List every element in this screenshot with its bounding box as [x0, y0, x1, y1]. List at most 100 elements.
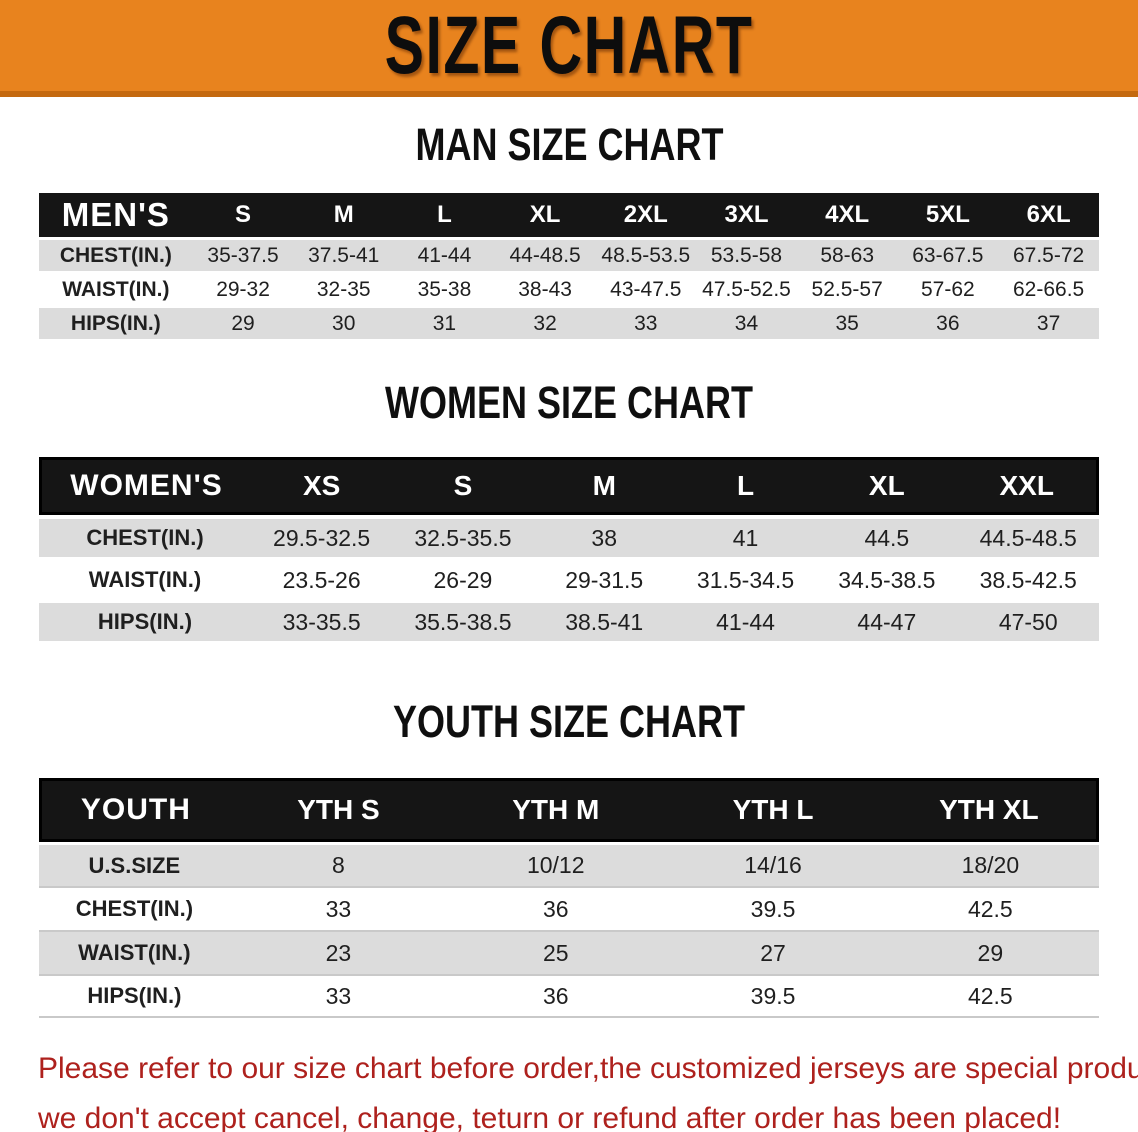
women-section-heading: WOMEN SIZE CHART: [0, 377, 1138, 429]
size-value: 47.5-52.5: [696, 271, 797, 305]
size-value: 41: [674, 515, 817, 557]
row-label: CHEST(IN.): [39, 515, 251, 557]
size-value: 29: [881, 930, 1099, 974]
youth-size-col-header: YTH XL: [881, 778, 1099, 842]
row-label: CHEST(IN.): [39, 886, 230, 930]
size-value: 63-67.5: [897, 237, 999, 271]
size-value: 10/12: [447, 842, 665, 886]
size-value: 31: [394, 305, 495, 339]
size-value: 37: [998, 305, 1099, 339]
men-waist-row: WAIST(IN.) 29-32 32-35 35-38 38-43 43-47…: [39, 271, 1099, 305]
size-value: 8: [229, 842, 448, 886]
size-value: 25: [447, 930, 665, 974]
men-size-col-header: 6XL: [998, 193, 1099, 237]
women-size-col-header: XS: [250, 457, 393, 515]
women-table-header-row: WOMEN'S XS S M L XL XXL: [39, 457, 1099, 515]
size-value: 36: [447, 886, 665, 930]
youth-size-col-header: YTH L: [664, 778, 882, 842]
size-value: 26-29: [392, 557, 534, 599]
size-value: 31.5-34.5: [674, 557, 817, 599]
women-table-label: WOMEN'S: [39, 457, 251, 515]
women-size-col-header: S: [392, 457, 534, 515]
size-value: 36: [897, 305, 999, 339]
size-value: 35: [796, 305, 898, 339]
women-hips-row: HIPS(IN.) 33-35.5 35.5-38.5 38.5-41 41-4…: [39, 599, 1099, 641]
size-value: 38: [533, 515, 675, 557]
size-value: 29-32: [192, 271, 294, 305]
size-value: 29.5-32.5: [250, 515, 393, 557]
size-value: 52.5-57: [796, 271, 898, 305]
women-heading-text: WOMEN SIZE CHART: [384, 377, 753, 428]
youth-size-col-header: YTH S: [229, 778, 448, 842]
size-value: 30: [293, 305, 395, 339]
size-value: 23: [229, 930, 448, 974]
men-size-col-header: 4XL: [796, 193, 898, 237]
men-heading-text: MAN SIZE CHART: [414, 119, 723, 170]
youth-hips-row: HIPS(IN.) 33 36 39.5 42.5: [39, 974, 1099, 1018]
men-table-header-row: MEN'S S M L XL 2XL 3XL 4XL 5XL 6XL: [39, 193, 1099, 237]
men-size-col-header: L: [394, 193, 495, 237]
size-value: 41-44: [674, 599, 817, 641]
row-label: WAIST(IN.): [39, 271, 193, 305]
size-value: 53.5-58: [696, 237, 797, 271]
size-value: 27: [664, 930, 882, 974]
size-value: 44-48.5: [494, 237, 596, 271]
size-value: 38.5-41: [533, 599, 675, 641]
youth-table-label: YOUTH: [39, 778, 230, 842]
women-size-table: WOMEN'S XS S M L XL XXL CHEST(IN.) 29.5-…: [39, 457, 1099, 641]
men-size-col-header: S: [192, 193, 294, 237]
women-chest-row: CHEST(IN.) 29.5-32.5 32.5-35.5 38 41 44.…: [39, 515, 1099, 557]
size-value: 29: [192, 305, 294, 339]
men-size-col-header: 3XL: [696, 193, 797, 237]
size-value: 33-35.5: [250, 599, 393, 641]
size-value: 38.5-42.5: [957, 557, 1099, 599]
men-size-col-header: 5XL: [897, 193, 999, 237]
row-label: U.S.SIZE: [39, 842, 230, 886]
women-size-col-header: M: [533, 457, 675, 515]
men-chest-row: CHEST(IN.) 35-37.5 37.5-41 41-44 44-48.5…: [39, 237, 1099, 271]
youth-size-table: YOUTH YTH S YTH M YTH L YTH XL U.S.SIZE …: [39, 778, 1099, 1018]
size-value: 57-62: [897, 271, 999, 305]
size-value: 18/20: [881, 842, 1099, 886]
youth-section-heading: YOUTH SIZE CHART: [0, 696, 1138, 748]
size-value: 23.5-26: [250, 557, 393, 599]
size-value: 44.5-48.5: [957, 515, 1099, 557]
women-size-col-header: XXL: [957, 457, 1099, 515]
men-hips-row: HIPS(IN.) 29 30 31 32 33 34 35 36 37: [39, 305, 1099, 339]
men-size-col-header: 2XL: [595, 193, 697, 237]
size-value: 35.5-38.5: [392, 599, 534, 641]
size-value: 42.5: [881, 886, 1099, 930]
youth-waist-row: WAIST(IN.) 23 25 27 29: [39, 930, 1099, 974]
youth-table-header-row: YOUTH YTH S YTH M YTH L YTH XL: [39, 778, 1099, 842]
size-value: 29-31.5: [533, 557, 675, 599]
size-value: 33: [229, 886, 448, 930]
size-value: 38-43: [494, 271, 596, 305]
size-value: 44-47: [816, 599, 958, 641]
size-value: 58-63: [796, 237, 898, 271]
size-value: 44.5: [816, 515, 958, 557]
youth-chest-row: CHEST(IN.) 33 36 39.5 42.5: [39, 886, 1099, 930]
size-value: 32.5-35.5: [392, 515, 534, 557]
order-disclaimer: Please refer to our size chart before or…: [38, 1044, 1138, 1132]
row-label: HIPS(IN.): [39, 305, 193, 339]
size-value: 41-44: [394, 237, 495, 271]
men-section-heading: MAN SIZE CHART: [0, 119, 1138, 171]
men-table-label: MEN'S: [39, 193, 193, 237]
women-size-col-header: XL: [816, 457, 958, 515]
row-label: HIPS(IN.): [39, 599, 251, 641]
men-size-table: MEN'S S M L XL 2XL 3XL 4XL 5XL 6XL CHEST…: [39, 193, 1099, 339]
disclaimer-line-1: Please refer to our size chart before or…: [38, 1052, 1138, 1085]
size-value: 32: [494, 305, 596, 339]
youth-heading-text: YOUTH SIZE CHART: [392, 696, 745, 747]
men-size-col-header: XL: [494, 193, 596, 237]
disclaimer-line-2: we don't accept cancel, change, teturn o…: [38, 1101, 1062, 1132]
size-value: 43-47.5: [595, 271, 697, 305]
size-value: 36: [447, 974, 665, 1018]
youth-size-col-header: YTH M: [447, 778, 665, 842]
size-value: 35-38: [394, 271, 495, 305]
size-value: 35-37.5: [192, 237, 294, 271]
banner-title: SIZE CHART: [384, 0, 754, 91]
row-label: CHEST(IN.): [39, 237, 193, 271]
men-size-col-header: M: [293, 193, 395, 237]
size-value: 39.5: [664, 974, 882, 1018]
